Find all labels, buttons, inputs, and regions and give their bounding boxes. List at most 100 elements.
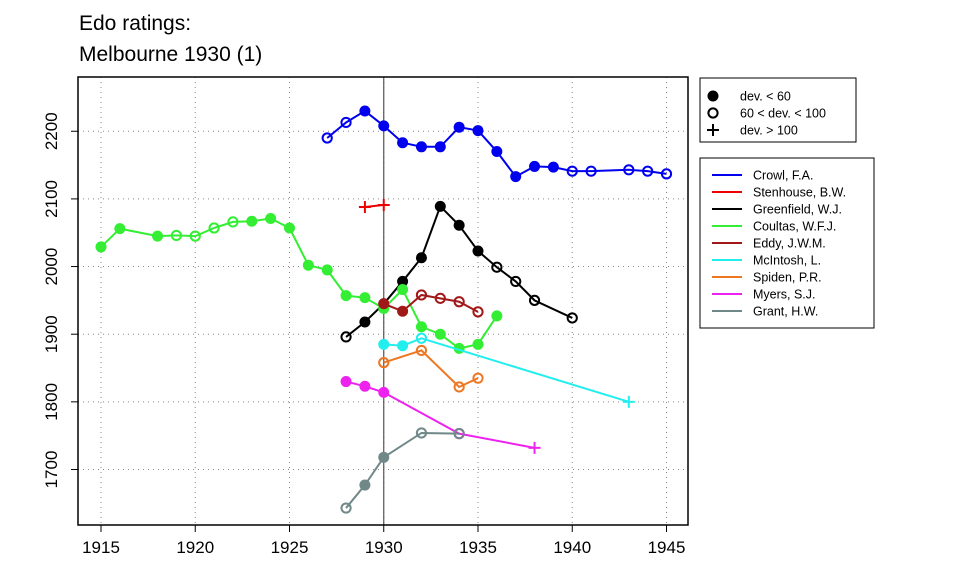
data-point — [434, 292, 446, 304]
data-point — [415, 321, 427, 333]
data-point — [415, 252, 427, 264]
data-point — [397, 137, 409, 149]
marker-legend-symbol — [707, 90, 719, 102]
series-line — [383, 349, 479, 389]
data-point — [491, 310, 503, 322]
series-legend-label: Stenhouse, B.W. — [753, 186, 846, 200]
data-point — [170, 229, 182, 242]
data-point — [623, 164, 635, 176]
data-point — [529, 160, 541, 172]
marker-legend-label: dev. > 100 — [740, 124, 798, 138]
data-point — [378, 120, 390, 132]
data-point — [378, 357, 390, 369]
marker-legend-label: dev. < 60 — [740, 90, 791, 104]
data-point — [434, 200, 446, 212]
data-point — [453, 381, 465, 393]
data-point — [378, 298, 390, 310]
x-tick-label: 1940 — [553, 538, 591, 557]
y-tick-label: 1900 — [42, 315, 61, 353]
series-legend: Crowl, F.A. Stenhouse, B.W. Greenfield, W.… — [699, 157, 875, 329]
series-legend-label: Coultas, W.F.J. — [753, 220, 836, 234]
series-4 — [378, 289, 484, 318]
data-point — [472, 372, 484, 384]
series-line — [345, 380, 535, 449]
data-point — [415, 427, 428, 439]
data-point — [321, 264, 333, 276]
series-2 — [340, 200, 578, 343]
data-point — [415, 289, 428, 301]
data-point — [491, 261, 503, 273]
data-point — [528, 294, 541, 306]
data-point — [340, 116, 352, 129]
data-point — [359, 316, 371, 328]
data-point — [453, 219, 465, 231]
marker-legend-label: 60 < dev. < 100 — [740, 107, 826, 121]
series-6 — [378, 344, 484, 393]
chart-title: Edo ratings: — [79, 12, 191, 35]
series-legend-label: Greenfield, W.J. — [753, 203, 842, 217]
data-point — [510, 171, 522, 183]
data-point — [472, 338, 484, 350]
series-line — [383, 337, 630, 403]
data-point — [359, 479, 371, 491]
data-point — [359, 105, 371, 117]
series-legend-label: Grant, H.W. — [753, 305, 818, 319]
data-point — [472, 306, 484, 318]
data-point — [321, 132, 333, 144]
data-point — [227, 216, 239, 228]
series-legend-label: Crowl, F.A. — [753, 169, 813, 183]
data-point — [284, 222, 295, 234]
series-legend-label: McIntosh, L. — [753, 254, 821, 268]
data-point — [585, 165, 597, 177]
data-point — [415, 344, 428, 357]
marker-legend-box — [699, 77, 857, 143]
data-point — [660, 168, 673, 180]
data-point — [491, 146, 503, 158]
series-legend-label: Spiden, P.R. — [753, 271, 822, 285]
data-point — [566, 312, 578, 324]
marker-legend-symbol — [707, 124, 719, 136]
data-point — [378, 338, 390, 350]
data-point — [547, 161, 559, 173]
data-point — [642, 165, 654, 177]
data-point — [208, 222, 220, 234]
data-point — [453, 428, 465, 440]
data-point — [434, 141, 446, 153]
marker-legend-symbol — [707, 107, 719, 119]
data-point — [434, 328, 446, 340]
series-8 — [340, 427, 465, 514]
series-3 — [95, 213, 503, 354]
x-tick-label: 1920 — [176, 538, 214, 557]
data-point — [377, 198, 390, 211]
series-line — [326, 109, 667, 178]
data-point — [378, 386, 390, 398]
data-point — [397, 284, 409, 296]
x-tick-label: 1930 — [365, 538, 403, 557]
data-point — [510, 275, 522, 288]
data-point — [528, 441, 541, 454]
y-tick-label: 1700 — [42, 451, 61, 489]
y-tick-label: 2100 — [42, 180, 61, 218]
data-point — [472, 245, 484, 257]
data-point — [566, 165, 578, 177]
series-lines — [95, 105, 673, 514]
data-point — [265, 213, 277, 225]
data-point — [340, 502, 352, 514]
series-1 — [358, 198, 390, 214]
data-point — [114, 223, 126, 235]
data-point — [453, 296, 465, 308]
y-tick-label: 2200 — [42, 112, 61, 150]
data-point — [246, 215, 258, 227]
series-0 — [321, 105, 673, 183]
y-tick-label: 1800 — [42, 383, 61, 421]
data-point — [359, 292, 371, 304]
y-tick-label: 2000 — [42, 248, 61, 286]
data-point — [152, 230, 164, 242]
plot-frame — [77, 76, 689, 526]
data-point — [358, 201, 371, 214]
data-point — [415, 332, 428, 344]
data-point — [95, 241, 107, 253]
series-7 — [340, 376, 541, 454]
series-5 — [378, 332, 635, 408]
